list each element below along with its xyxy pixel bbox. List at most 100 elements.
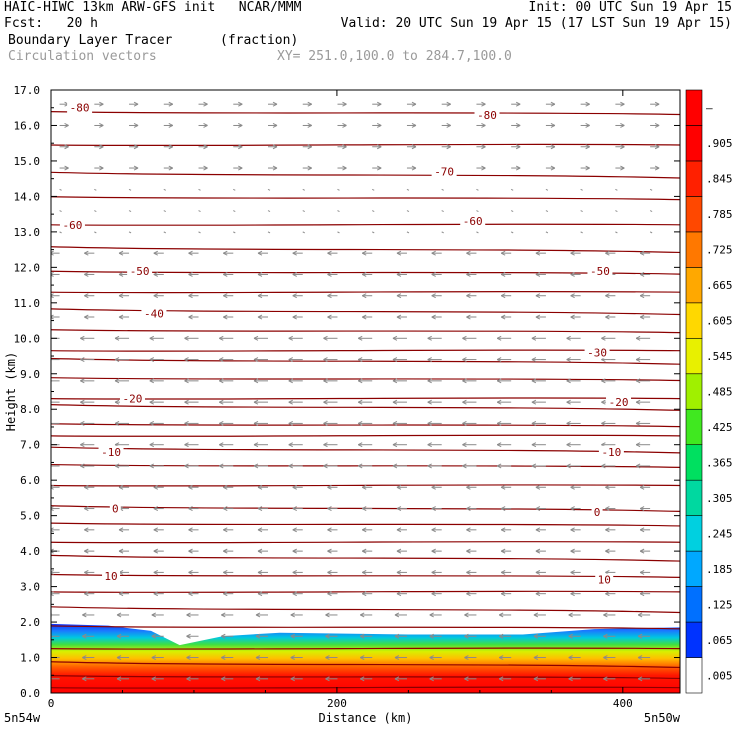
vector-arrow-head [292,527,297,533]
contour-label-bg [474,108,500,121]
colorbar-cell [685,302,703,339]
vector-arrow [59,210,62,213]
vector-arrow-head [188,484,193,490]
vector-arrow-head [46,400,50,404]
vector-arrow [94,188,97,191]
vector-arrow-head [361,314,367,320]
vector-arrow-head [255,633,261,639]
vector-arrow [163,188,167,191]
vector-arrow [163,231,167,234]
vector-arrow-head [323,442,328,448]
colorbar-label: .605 [706,315,733,328]
vector-arrow-head [80,463,85,469]
vector-arrow-head [223,250,228,256]
vector-arrow-head [535,484,541,490]
vector-arrow-head [361,569,367,575]
vector-arrow-head [498,633,504,639]
colorbar-cell [685,267,703,304]
vector-arrow-head [411,144,417,150]
vector-arrow-head [118,527,124,533]
vector-arrow-head [570,569,575,575]
vector-arrow-head [464,676,469,682]
vector-arrow-head [535,293,541,299]
vector-arrow-head [533,676,539,682]
vector-arrow-head [500,506,506,512]
plot-frame [50,89,681,694]
vector-arrow-head [481,101,486,107]
vector-arrow-head [153,569,159,575]
vector-arrow-head [396,569,402,575]
x-right-end-label: 5n50w [644,711,681,725]
contour-line [51,446,680,454]
vector-arrow-head [84,271,89,277]
vector-arrow-head [188,271,193,277]
vector-arrow-head [639,527,645,533]
vector-arrow [649,188,653,191]
vector-arrow [510,210,514,213]
vector-arrow-head [498,676,504,682]
vector-arrow-head [531,399,537,405]
vector-arrow-head [82,633,87,639]
vector-arrow-head [427,357,432,363]
vector-arrow-head [133,123,139,128]
contour-label-bg [102,569,121,582]
vector-arrow [580,210,583,213]
vector-arrow-head [466,569,471,575]
vector-arrow-head [639,293,645,299]
colorbar-cell [685,231,703,268]
colorbar-cell [685,550,703,587]
vector-arrow-head [80,420,85,426]
vector-arrow-head [394,633,400,639]
vector-arrow-head [149,399,155,405]
vector-arrow-head [357,399,363,405]
vector-arrow-head [118,250,124,256]
vector-arrow-head [481,144,486,150]
forecast-hour: Fcst: 20 h [4,16,98,31]
vector-arrow-head [46,443,50,447]
vector-arrow-head [535,569,541,575]
vector-arrow-head [323,378,328,384]
vector-arrow-head [396,293,402,299]
vector-arrow-head [118,314,124,320]
vector-arrow-head [411,165,417,171]
vector-arrow-head [496,357,502,363]
vector-arrow-head [253,378,259,384]
vector-arrow-head [601,335,606,341]
colorbar-cell [685,373,703,410]
vector-arrow-head [566,463,571,469]
vector-arrow-head [639,569,645,575]
vector-arrow [476,231,479,234]
vector-arrow-head [570,484,575,490]
vector-arrow-head [255,612,261,618]
vector-arrow-head [288,357,293,363]
vector-arrow-head [84,548,89,554]
vector-arrow-head [566,420,571,426]
y-tick-label: 12.0 [14,261,41,274]
vector-arrow-head [238,123,243,128]
vector-arrow-head [568,612,573,618]
colorbar-label: .245 [706,527,733,540]
vector-arrow-head [531,335,537,341]
contour-line [51,647,680,650]
vector-arrow-head [496,420,502,426]
vector-arrow-head [114,399,120,405]
vector-arrow-head [327,506,332,512]
vector-arrow-head [51,484,54,490]
colorbar-label: .125 [706,598,733,611]
vector-arrow-head [515,123,521,128]
y-tick-label: 3.0 [20,581,40,594]
colorbar-cell [685,444,703,481]
contour-label: -20 [609,396,629,409]
vector-arrow-head [253,399,259,405]
vector-arrow-head [188,506,193,512]
contour-label-bg [584,346,610,359]
vector-arrow-head [568,655,573,660]
vector-arrow-head [605,314,610,320]
vector-arrow-head [292,250,297,256]
vector-arrow-head [253,463,259,469]
vector-arrow-head [223,548,228,554]
vector-arrow-head [570,548,575,554]
vector-arrow-head [46,336,50,340]
contour-line [51,661,680,669]
colorbar-label: .665 [706,279,733,292]
